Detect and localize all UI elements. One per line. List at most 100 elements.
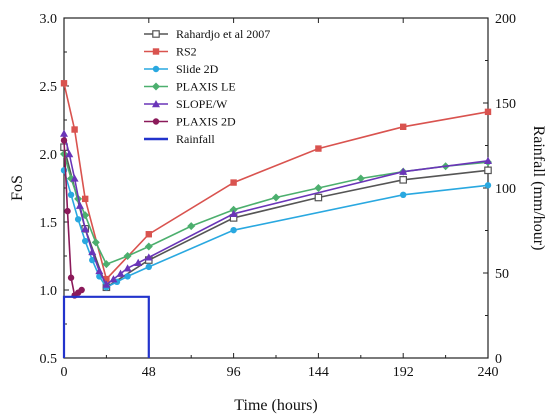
legend-item: PLAXIS 2D [144, 115, 236, 129]
series-point [88, 247, 97, 256]
x-tick-label: 48 [142, 365, 156, 380]
plot-frame [63, 17, 489, 359]
series-point [356, 174, 365, 183]
series-3 [60, 150, 492, 269]
x-tick-label: 240 [478, 365, 499, 380]
series-point [399, 176, 408, 184]
legend: Rahardjo et al 2007 RS2 Slide 2D PLAXIS LE S… [144, 27, 270, 146]
series-point [314, 184, 323, 192]
series-line [63, 83, 489, 281]
axes: 0 48 96 144 192 240 0.5 1.0 1.5 2.0 2.5 3.0 0 50 100 15… [40, 12, 517, 380]
series-point [144, 242, 153, 251]
y2-tick-label: 50 [495, 267, 509, 282]
legend-label: Rainfall [176, 132, 215, 146]
series-point [60, 137, 68, 144]
series-point [82, 237, 89, 245]
series-point [74, 216, 82, 223]
series-point [229, 205, 238, 214]
series-6 [62, 295, 150, 358]
y2-axis-title: Rainfall (mm/hour) [530, 126, 547, 251]
series-point [82, 195, 89, 203]
legend-marker [152, 118, 160, 125]
series-point [71, 126, 78, 133]
y2-tick-label: 200 [495, 12, 516, 27]
series-line [62, 295, 150, 358]
series-point [124, 273, 131, 280]
series-4 [60, 129, 492, 288]
y-axis-title: FoS [9, 175, 26, 201]
legend-item: RS2 [144, 45, 197, 59]
x-tick-label: 144 [308, 365, 329, 380]
legend-item: Slide 2D [144, 62, 219, 76]
series-point [484, 156, 492, 164]
y-tick-label: 1.5 [40, 216, 58, 231]
x-tick-label: 96 [227, 365, 241, 380]
series-point [95, 266, 104, 275]
legend-label: RS2 [176, 45, 197, 59]
x-axis-title: Time (hours) [234, 397, 317, 414]
series-point [67, 274, 75, 281]
series-point [272, 193, 280, 202]
series-point [103, 275, 110, 283]
x-tick-label: 0 [61, 365, 68, 380]
series-point [187, 222, 196, 231]
series-point [67, 191, 75, 198]
legend-item: PLAXIS LE [144, 80, 236, 94]
legend-item: SLOPE/W [144, 97, 228, 111]
series-point [60, 129, 68, 137]
y-tick-label: 1.0 [40, 284, 58, 299]
series-point [109, 275, 118, 283]
series-point [484, 166, 492, 175]
legend-item: Rahardjo et al 2007 [144, 27, 270, 41]
series-point [399, 167, 408, 175]
series-point [65, 150, 74, 158]
series-point [116, 269, 125, 277]
series-5 [60, 137, 85, 299]
legend-marker [152, 48, 160, 55]
series-point [484, 108, 492, 116]
series-point [315, 145, 322, 152]
legend-label: PLAXIS 2D [176, 115, 236, 129]
series-point [230, 179, 237, 186]
y-tick-label: 3.0 [40, 12, 58, 27]
series-point [102, 280, 111, 288]
series-point [81, 224, 90, 232]
x-tick-label: 192 [393, 365, 414, 380]
series-point [230, 226, 237, 234]
legend-marker [152, 100, 160, 108]
y-tick-label: 0.5 [40, 352, 58, 367]
legend-label: Rahardjo et al 2007 [176, 27, 270, 41]
series-point [64, 207, 71, 215]
series-point [102, 260, 111, 269]
series-point [314, 193, 323, 202]
series-group [60, 80, 492, 358]
series-point [75, 201, 84, 209]
legend-label: SLOPE/W [176, 97, 228, 111]
series-point [145, 263, 152, 271]
legend-label: Slide 2D [176, 62, 219, 76]
series-point [229, 209, 238, 218]
legend-item: Rainfall [144, 132, 215, 146]
series-1 [60, 80, 492, 283]
series-point [123, 264, 132, 272]
series-line [63, 153, 489, 266]
y2-tick-label: 100 [495, 182, 516, 197]
series-point [144, 253, 153, 261]
series-point [145, 231, 152, 238]
legend-marker [152, 82, 160, 91]
series-point [400, 123, 407, 130]
legend-marker [152, 30, 160, 38]
series-point [484, 182, 492, 189]
series-line [63, 133, 489, 286]
y2-tick-label: 0 [495, 352, 502, 367]
y2-tick-label: 150 [495, 97, 516, 112]
series-point [70, 174, 79, 182]
y-tick-label: 2.0 [40, 148, 58, 163]
series-point [78, 286, 85, 294]
series-point [60, 80, 68, 87]
series-2 [60, 167, 492, 291]
series-point [91, 238, 100, 247]
series-point [400, 191, 407, 198]
legend-marker [152, 65, 160, 73]
